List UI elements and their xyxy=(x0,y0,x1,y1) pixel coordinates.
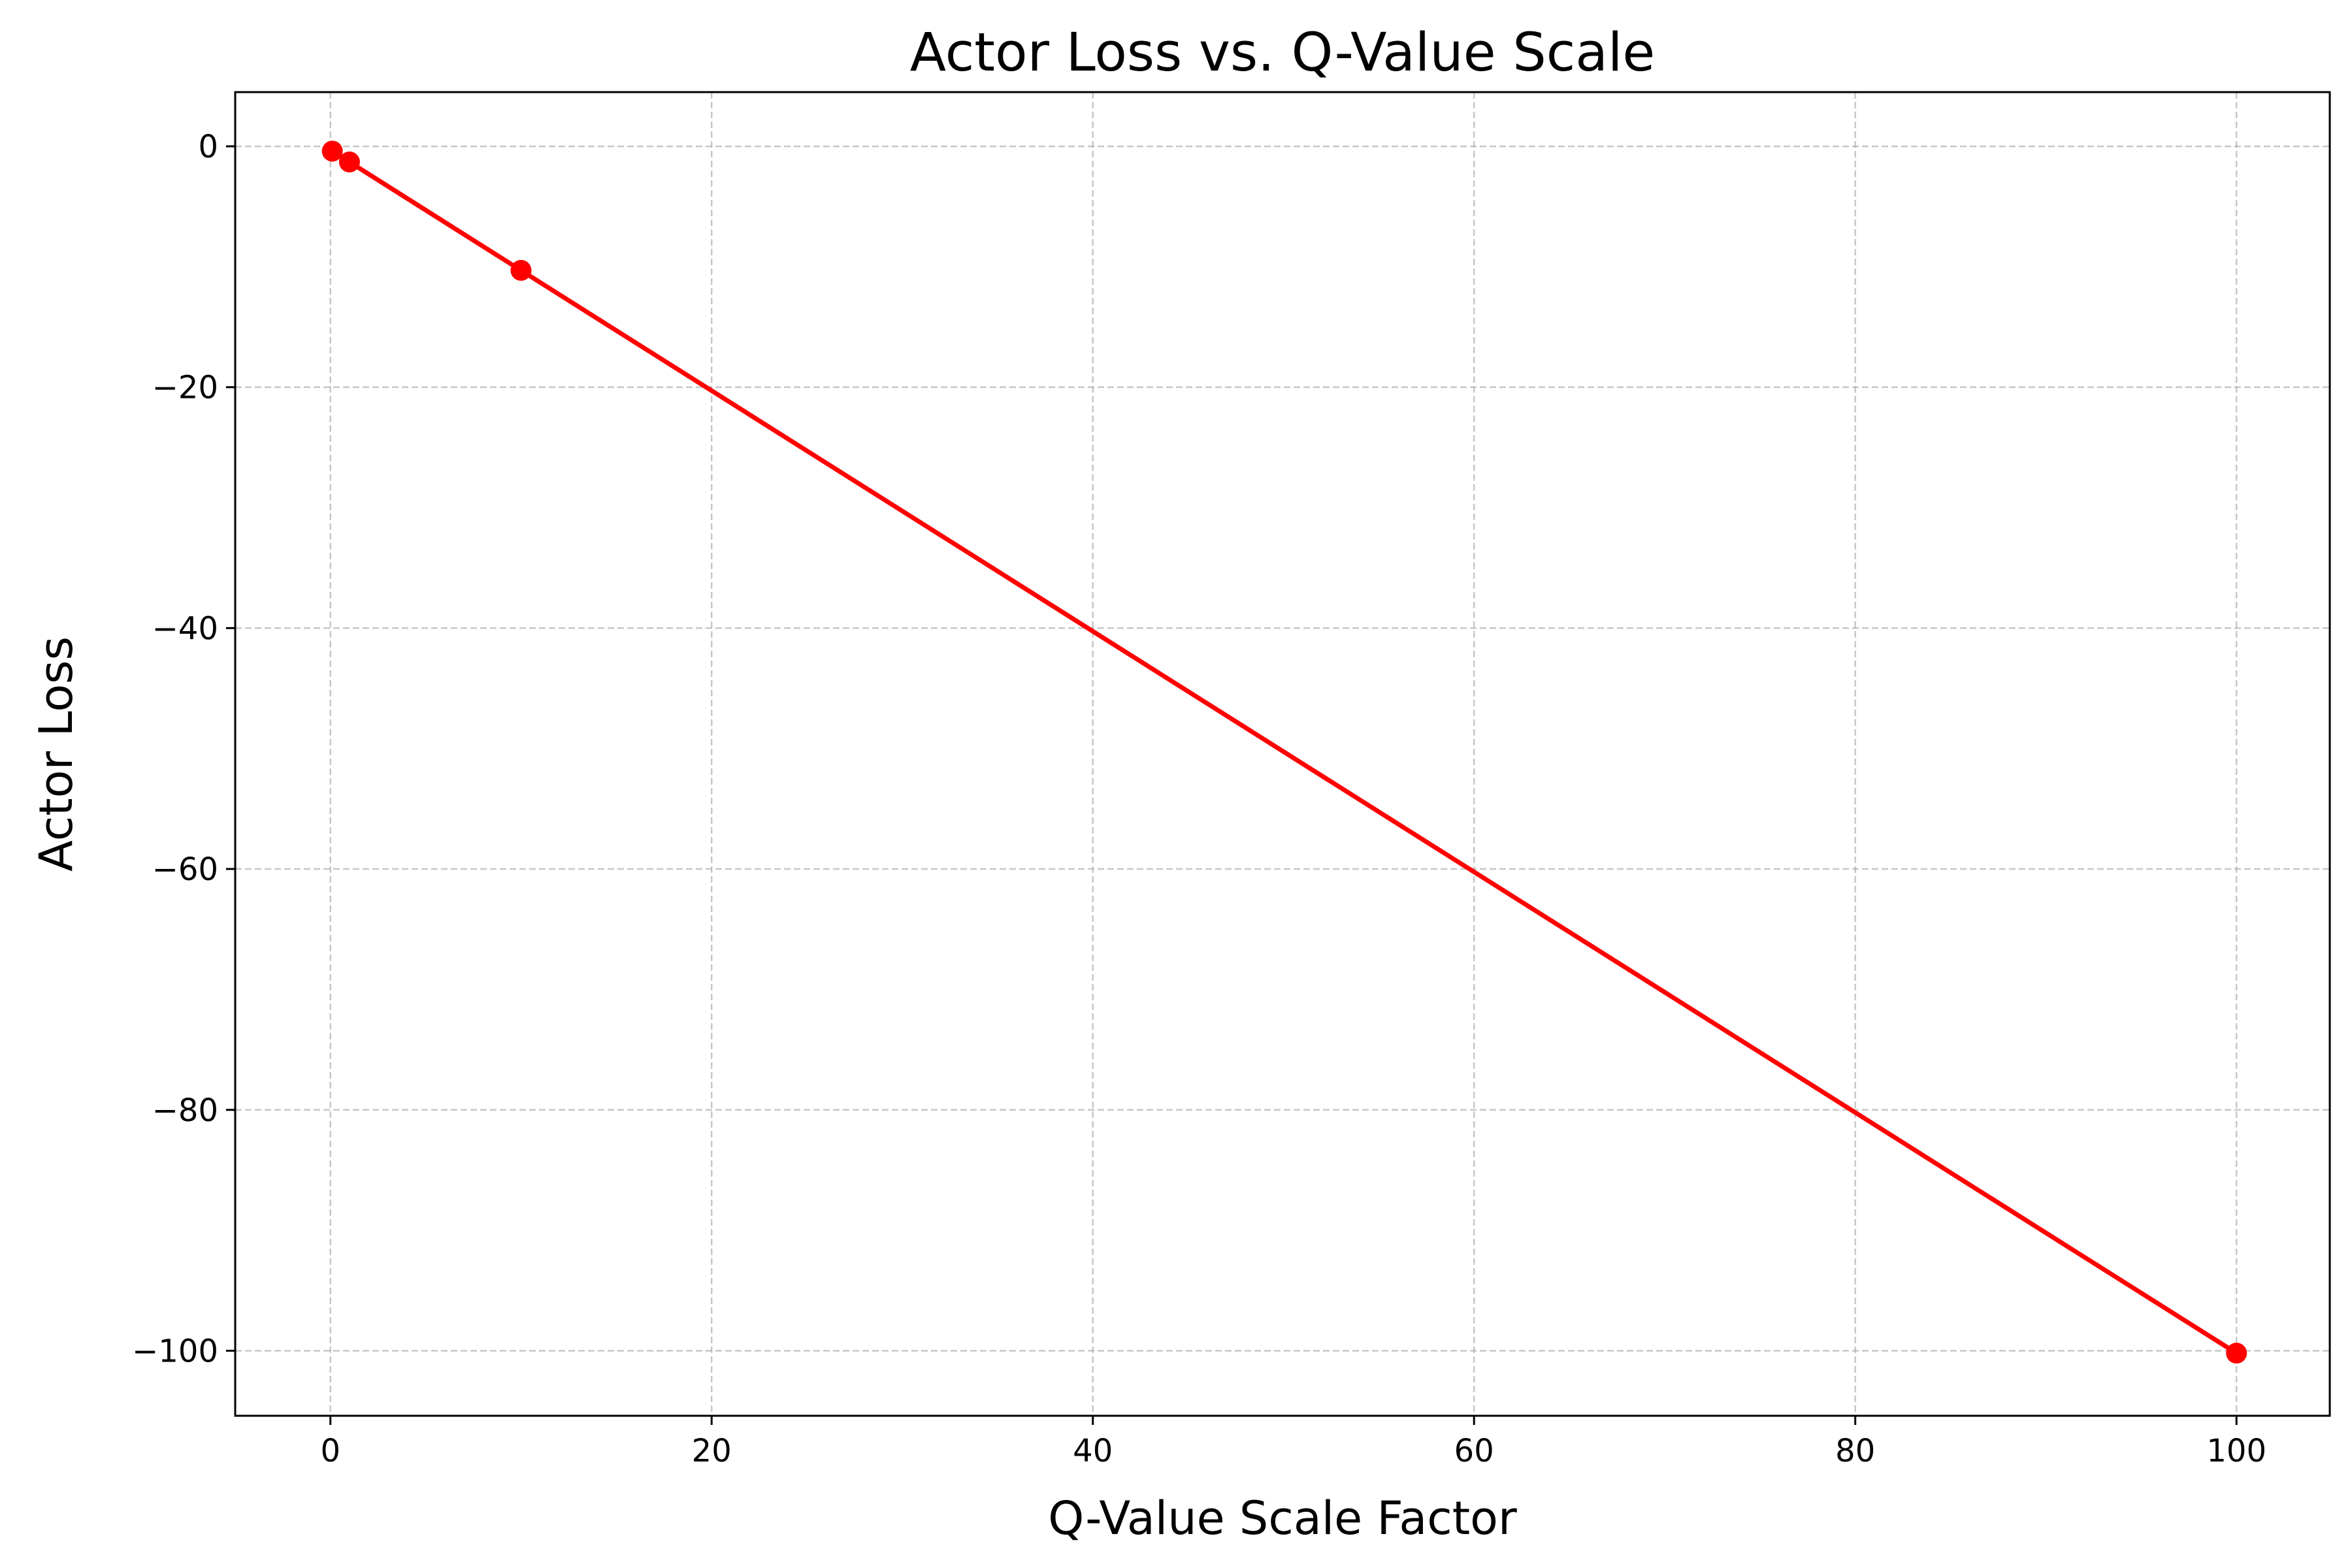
x-tick-label: 40 xyxy=(1073,1433,1113,1469)
y-tick-label: 0 xyxy=(198,129,218,165)
x-tick-label: 60 xyxy=(1454,1433,1494,1469)
ticks: 0 20 40 60 80 100 0 −20 −40 −60 −80 −100 xyxy=(132,129,2266,1469)
grid xyxy=(235,92,2330,1416)
data-point xyxy=(321,140,343,162)
y-tick-label: −20 xyxy=(152,370,218,406)
y-tick-label: −40 xyxy=(152,610,218,647)
series-layer xyxy=(321,140,2247,1364)
y-axis-title: Actor Loss xyxy=(29,636,83,872)
y-tick-label: −100 xyxy=(132,1333,218,1369)
plot-frame xyxy=(234,91,2331,1417)
y-tick-label: −60 xyxy=(152,851,218,888)
data-point xyxy=(2226,1343,2247,1364)
x-tick-label: 80 xyxy=(1835,1433,1875,1469)
y-tick-label: −80 xyxy=(152,1092,218,1129)
x-tick-label: 100 xyxy=(2206,1433,2266,1469)
x-tick-label: 0 xyxy=(320,1433,340,1469)
x-tick-label: 20 xyxy=(692,1433,732,1469)
data-point xyxy=(510,259,532,281)
x-axis-title: Q-Value Scale Factor xyxy=(1048,1492,1517,1545)
data-point xyxy=(338,151,360,172)
chart-title: Actor Loss vs. Q-Value Scale xyxy=(910,22,1656,84)
